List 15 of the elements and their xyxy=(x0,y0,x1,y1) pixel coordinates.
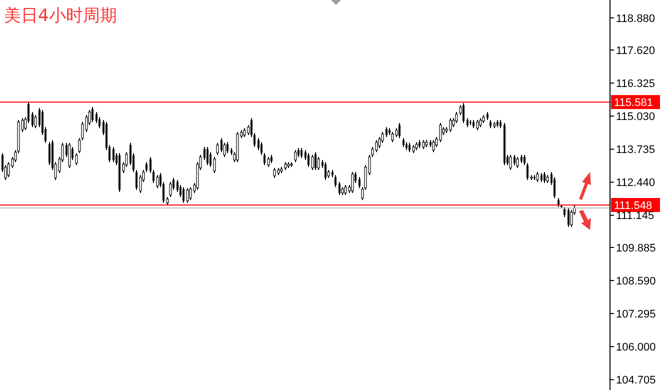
y-tick-label: 117.620 xyxy=(616,44,655,57)
y-tick-label: 118.880 xyxy=(616,12,655,25)
y-tick-label: 115.030 xyxy=(616,111,655,124)
y-tick-label: 104.705 xyxy=(616,374,656,387)
y-tick-label: 108.590 xyxy=(616,275,656,288)
ref-line-label: 111.548 xyxy=(614,200,652,212)
y-tick-label: 112.440 xyxy=(616,177,655,190)
y-tick-label: 111.145 xyxy=(616,210,654,222)
chart-title: 美日4小时周期 xyxy=(4,5,117,27)
ref-line-label: 115.581 xyxy=(614,97,653,110)
y-tick-label: 116.325 xyxy=(616,78,655,90)
y-tick-label: 106.000 xyxy=(616,342,656,354)
y-tick-label: 109.885 xyxy=(616,242,656,254)
y-tick-label: 107.295 xyxy=(616,308,656,320)
y-tick-label: 113.735 xyxy=(616,144,655,156)
